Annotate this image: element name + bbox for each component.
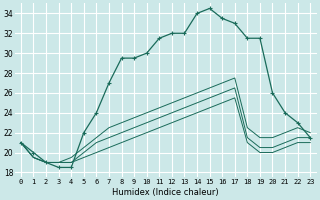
X-axis label: Humidex (Indice chaleur): Humidex (Indice chaleur) [112,188,219,197]
